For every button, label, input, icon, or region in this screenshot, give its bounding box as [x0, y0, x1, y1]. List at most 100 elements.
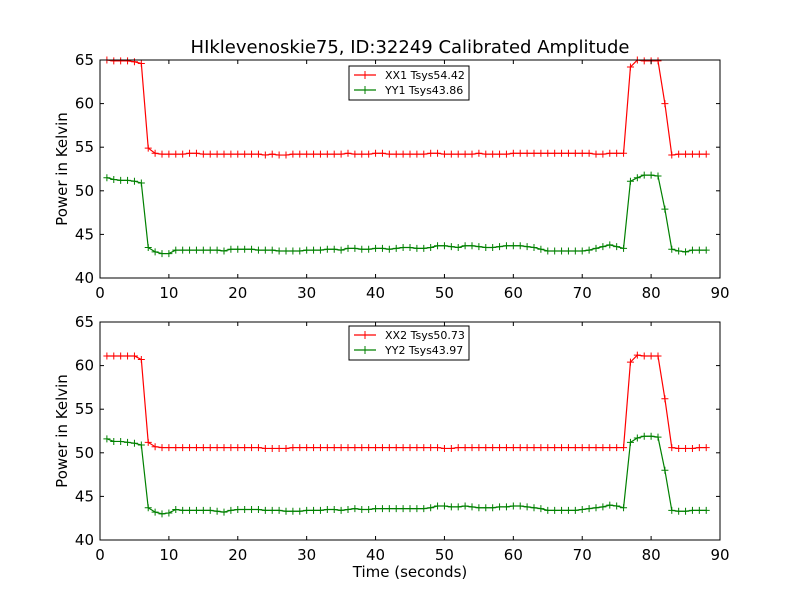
- data-point: [633, 174, 641, 182]
- data-point: [316, 246, 324, 254]
- data-point: [558, 444, 566, 452]
- series-1: [103, 351, 710, 452]
- data-point: [192, 444, 200, 452]
- data-point: [489, 150, 497, 158]
- data-point: [682, 150, 690, 158]
- data-point: [344, 444, 352, 452]
- data-point: [599, 150, 607, 158]
- data-point: [172, 150, 180, 158]
- data-point: [496, 503, 504, 511]
- data-point: [413, 505, 421, 513]
- data-point: [158, 150, 166, 158]
- x-tick-label: 70: [573, 284, 592, 302]
- data-point: [103, 435, 111, 443]
- data-point: [365, 505, 373, 513]
- data-point: [213, 150, 221, 158]
- data-point: [640, 432, 648, 440]
- data-point: [124, 57, 132, 65]
- data-point: [248, 444, 256, 452]
- data-point: [323, 150, 331, 158]
- data-point: [475, 149, 483, 157]
- data-point: [330, 150, 338, 158]
- data-point: [530, 444, 538, 452]
- data-point: [213, 246, 221, 254]
- series-1: [103, 56, 710, 159]
- data-point: [296, 150, 304, 158]
- data-point: [578, 505, 586, 513]
- data-point: [151, 443, 159, 451]
- data-point: [475, 243, 483, 251]
- data-point: [578, 149, 586, 157]
- data-point: [323, 505, 331, 513]
- data-point: [117, 57, 125, 65]
- data-point: [179, 506, 187, 514]
- data-point: [688, 506, 696, 514]
- data-point: [482, 504, 490, 512]
- data-point: [330, 444, 338, 452]
- data-point: [282, 247, 290, 255]
- data-point: [179, 444, 187, 452]
- data-point: [661, 100, 669, 108]
- data-point: [523, 243, 531, 251]
- data-point: [199, 506, 207, 514]
- data-point: [172, 505, 180, 513]
- x-tick-label: 20: [228, 284, 247, 302]
- data-point: [227, 444, 235, 452]
- data-point: [199, 150, 207, 158]
- data-point: [489, 243, 497, 251]
- data-point: [303, 506, 311, 514]
- data-point: [199, 246, 207, 254]
- legend: XX2 Tsys50.73 YY2 Tsys43.97: [348, 325, 470, 361]
- y-tick-label: 65: [75, 313, 94, 331]
- y-tick-label: 60: [75, 95, 94, 113]
- data-point: [530, 504, 538, 512]
- data-point: [351, 244, 359, 252]
- data-point: [261, 444, 269, 452]
- data-point: [475, 444, 483, 452]
- data-point: [537, 444, 545, 452]
- data-point: [337, 506, 345, 514]
- data-point: [675, 507, 683, 515]
- data-point: [316, 444, 324, 452]
- data-point: [275, 151, 283, 159]
- data-point: [130, 439, 138, 447]
- data-point: [675, 150, 683, 158]
- data-point: [606, 444, 614, 452]
- data-point: [434, 502, 442, 510]
- data-point: [282, 151, 290, 159]
- data-point: [592, 244, 600, 252]
- data-point: [130, 352, 138, 360]
- data-point: [358, 444, 366, 452]
- data-point: [654, 433, 662, 441]
- legend-marker: [361, 71, 369, 79]
- data-point: [399, 150, 407, 158]
- data-point: [427, 444, 435, 452]
- data-point: [310, 150, 318, 158]
- data-point: [392, 150, 400, 158]
- data-point: [296, 247, 304, 255]
- data-point: [378, 149, 386, 157]
- data-point: [130, 58, 138, 66]
- data-point: [682, 248, 690, 256]
- data-point: [434, 242, 442, 250]
- data-point: [620, 504, 628, 512]
- data-point: [151, 248, 159, 256]
- data-point: [241, 150, 249, 158]
- data-point: [523, 444, 531, 452]
- data-point: [310, 506, 318, 514]
- data-point: [509, 502, 517, 510]
- data-point: [220, 508, 228, 516]
- data-point: [289, 150, 297, 158]
- y-tick-label: 55: [75, 400, 94, 418]
- data-point: [502, 150, 510, 158]
- data-point: [461, 242, 469, 250]
- data-point: [358, 150, 366, 158]
- data-point: [420, 444, 428, 452]
- legend-marker: [361, 346, 369, 354]
- data-point: [468, 150, 476, 158]
- data-point: [110, 175, 118, 183]
- data-point: [440, 242, 448, 250]
- data-point: [454, 444, 462, 452]
- data-point: [633, 434, 641, 442]
- data-point: [248, 150, 256, 158]
